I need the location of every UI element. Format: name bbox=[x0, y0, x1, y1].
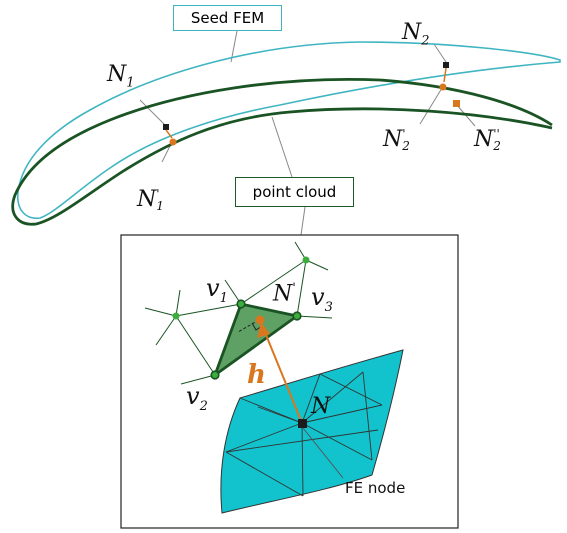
point-cloud-label: point cloud bbox=[235, 177, 354, 207]
label-v3: v3 bbox=[311, 285, 333, 314]
fe-node-leader bbox=[302, 427, 344, 479]
cloud-edge bbox=[175, 303, 242, 317]
cloud-edge bbox=[224, 279, 242, 305]
label-v3-main: v bbox=[311, 283, 325, 311]
vertex-v3 bbox=[292, 311, 302, 321]
seed-fem-outline bbox=[16, 41, 561, 219]
label-n2p-sup: ' bbox=[402, 127, 406, 141]
label-n1-main: N bbox=[107, 62, 127, 87]
label-v3-sub: 3 bbox=[324, 299, 333, 315]
cloud-edge bbox=[175, 289, 181, 317]
n1-leader bbox=[139, 99, 167, 127]
mesh-edge bbox=[301, 422, 373, 461]
point-cloud-text: point cloud bbox=[252, 183, 337, 201]
normal-h-arrowhead bbox=[257, 322, 270, 338]
label-n2pp-sup: '' bbox=[493, 127, 500, 141]
mesh-edge bbox=[301, 422, 304, 497]
label-n: N bbox=[311, 394, 331, 419]
projection-dashed-line bbox=[237, 319, 260, 333]
label-n1: N1 bbox=[107, 62, 135, 91]
cloud-edge bbox=[175, 315, 216, 376]
label-n1p-sub: 1 bbox=[156, 199, 164, 213]
label-v2: v2 bbox=[186, 384, 208, 413]
cloud-edge bbox=[296, 259, 307, 317]
label-n2p-sub: 2 bbox=[402, 139, 410, 153]
label-n1-prime: N ' 1 bbox=[137, 188, 164, 212]
label-v1-main: v bbox=[206, 274, 220, 302]
label-n2pp-sub: 2 bbox=[493, 139, 501, 153]
label-v1: v1 bbox=[206, 276, 228, 305]
label-nprime: N' bbox=[273, 282, 296, 305]
node-n2p-marker bbox=[439, 83, 447, 91]
point-cloud-edges bbox=[144, 241, 333, 385]
n2p-leader bbox=[419, 87, 443, 125]
label-nprime-sup: ' bbox=[292, 281, 296, 296]
vertex-v1 bbox=[236, 299, 246, 309]
cloud-point bbox=[302, 256, 310, 264]
n2-leader bbox=[433, 43, 447, 63]
label-v2-sub: 2 bbox=[199, 398, 208, 414]
label-n1p-sup: ' bbox=[156, 187, 160, 201]
mesh-edge bbox=[225, 422, 303, 453]
node-n2pp-marker bbox=[453, 100, 460, 107]
projected-point-nprime bbox=[255, 315, 265, 325]
mesh-edge bbox=[225, 429, 379, 453]
label-nprime-main: N bbox=[273, 281, 293, 307]
cloud-edge bbox=[180, 374, 216, 385]
point-cloud-leader bbox=[271, 116, 293, 178]
cloud-edge bbox=[294, 241, 307, 261]
mesh-edge bbox=[225, 451, 304, 497]
point-cloud-outline bbox=[11, 78, 553, 226]
fe-node-label: FE node bbox=[345, 479, 406, 497]
mesh-edge bbox=[301, 373, 321, 424]
label-n2-double-prime: N '' 2 bbox=[474, 128, 501, 152]
n1-projection-arrow bbox=[165, 129, 173, 139]
label-n2-main: N bbox=[402, 20, 422, 45]
label-n1-sub: 1 bbox=[126, 75, 135, 91]
label-n2: N2 bbox=[402, 20, 430, 49]
label-n2pp-main: N bbox=[474, 127, 494, 152]
normal-h-line bbox=[263, 329, 303, 424]
seed-fem-text: Seed FEM bbox=[190, 9, 265, 27]
mesh-edge bbox=[239, 397, 303, 424]
cloud-edge bbox=[155, 315, 177, 346]
node-n2-marker bbox=[443, 62, 449, 68]
label-n1p-main: N bbox=[137, 187, 157, 212]
projection-triangle bbox=[212, 302, 301, 379]
seed-fem-label: Seed FEM bbox=[173, 5, 282, 31]
label-n2-sub: 2 bbox=[421, 33, 430, 49]
cloud-point bbox=[172, 312, 180, 320]
fe-mesh-edges bbox=[225, 371, 383, 497]
label-v2-main: v bbox=[186, 382, 200, 410]
fe-mesh-surface bbox=[220, 349, 404, 514]
cloud-edge bbox=[305, 259, 329, 271]
mesh-edge bbox=[362, 371, 373, 461]
label-n2p-main: N bbox=[383, 127, 403, 152]
label-h: h bbox=[247, 360, 266, 390]
n2-projection-arrow bbox=[443, 67, 447, 83]
cloud-edge bbox=[240, 259, 307, 305]
mesh-edge bbox=[301, 404, 383, 424]
cloud-edge bbox=[296, 315, 333, 319]
mesh-edge bbox=[301, 371, 364, 424]
label-v1-sub: 1 bbox=[219, 290, 228, 306]
cloud-edge bbox=[144, 307, 177, 317]
fe-node-marker bbox=[298, 419, 307, 428]
node-n1-marker bbox=[163, 124, 169, 130]
node-n1p-marker bbox=[169, 138, 177, 146]
mesh-edge bbox=[319, 373, 383, 406]
label-n2-prime: N ' 2 bbox=[383, 128, 410, 152]
vertex-v2 bbox=[210, 370, 220, 380]
